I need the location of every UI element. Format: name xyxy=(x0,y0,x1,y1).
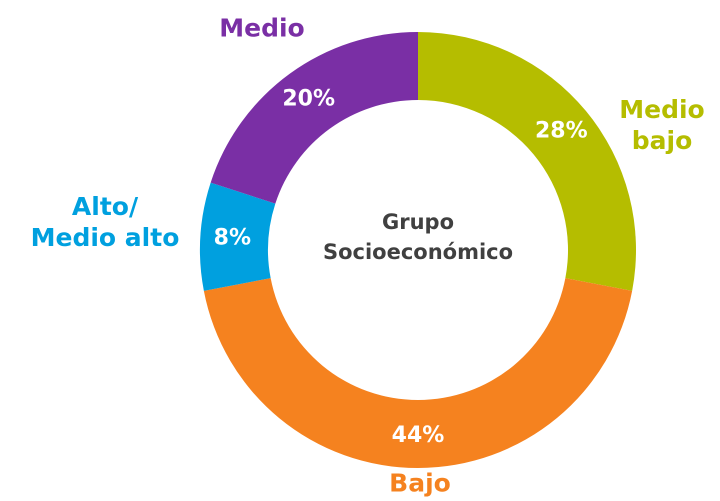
category-label: Bajo xyxy=(389,468,451,498)
donut-segment xyxy=(210,32,418,204)
value-label: 44% xyxy=(392,423,445,448)
donut-segment xyxy=(199,182,276,291)
donut-segment xyxy=(418,32,636,291)
value-label: 8% xyxy=(214,225,251,250)
category-label: Alto/ Medio alto xyxy=(30,192,180,252)
donut-segment xyxy=(203,278,633,468)
center-label: Grupo Socioeconómico xyxy=(322,210,514,264)
value-label: 28% xyxy=(535,118,588,143)
category-label: Medio bajo xyxy=(619,95,705,155)
value-label: 20% xyxy=(282,87,335,112)
category-label: Medio xyxy=(219,13,305,43)
